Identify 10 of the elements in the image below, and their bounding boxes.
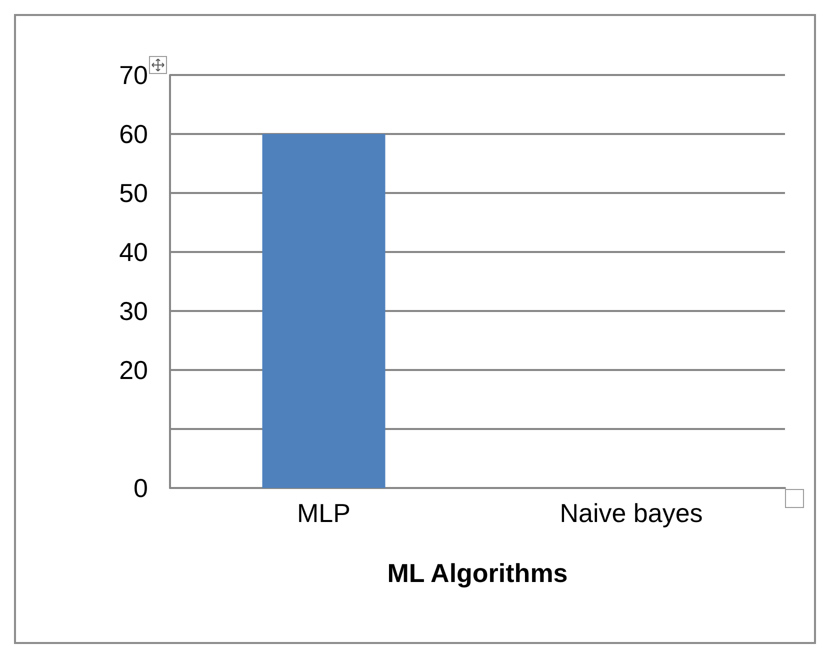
y-tick-label: 30 <box>119 296 148 326</box>
x-axis-title: ML Algorithms <box>387 558 568 588</box>
x-tick-label: MLP <box>297 498 350 528</box>
y-tick-label: 50 <box>119 178 148 208</box>
y-tick-label: 60 <box>119 119 148 149</box>
y-tick-label: 20 <box>119 355 148 385</box>
y-tick-label: 0 <box>134 473 148 503</box>
y-tick-label: 70 <box>119 60 148 90</box>
x-tick-label: Naive bayes <box>560 498 703 528</box>
y-tick-label: 40 <box>119 237 148 267</box>
